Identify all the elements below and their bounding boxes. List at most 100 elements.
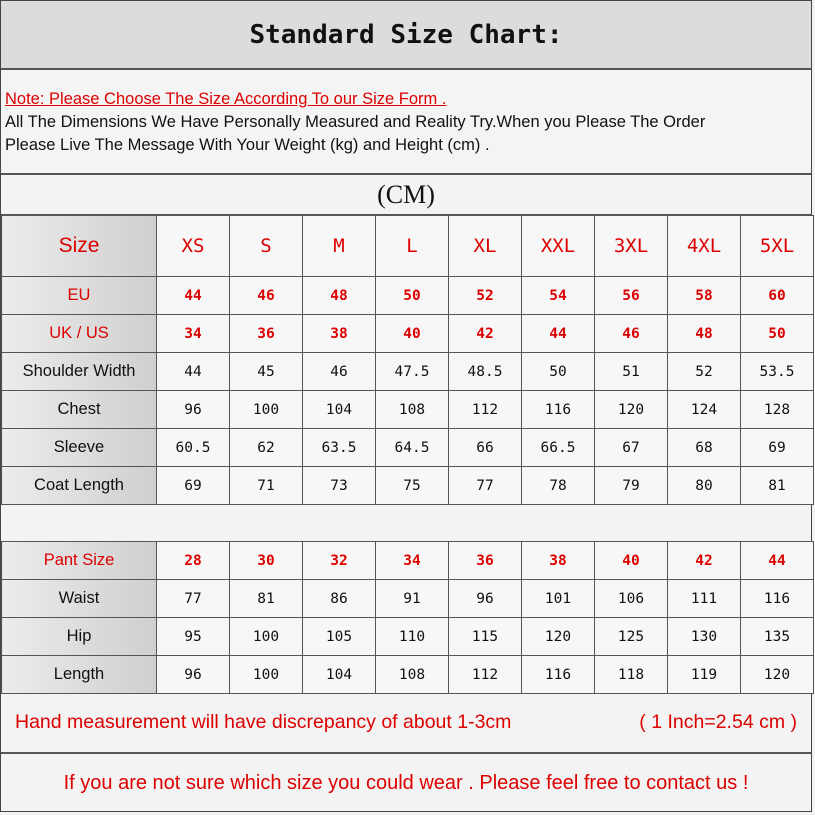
table-cell: 46 <box>229 276 303 315</box>
table-cell: 48.5 <box>448 352 522 391</box>
table-cell: 48 <box>667 314 741 353</box>
table-cell: 112 <box>448 655 522 694</box>
table-cell: 80 <box>667 466 741 505</box>
row-label: Sleeve <box>1 428 157 467</box>
table-cell: 66 <box>448 428 522 467</box>
table-cell: 50 <box>521 352 595 391</box>
table-cell: XL <box>448 215 522 277</box>
table-cell: 120 <box>521 617 595 656</box>
table-cell: 64.5 <box>375 428 449 467</box>
table-cell: M <box>302 215 376 277</box>
note-headline: Note: Please Choose The Size According T… <box>5 90 447 108</box>
table-cell: 96 <box>156 655 230 694</box>
table-cell: 108 <box>375 390 449 429</box>
table-cell: 60 <box>740 276 814 315</box>
table-cell: 77 <box>156 579 230 618</box>
table-cell: 54 <box>521 276 595 315</box>
table-cell: 106 <box>594 579 668 618</box>
table-header-row: Pant Size 28 30 32 34 36 38 40 42 44 <box>1 541 814 580</box>
row-label: UK / US <box>1 314 157 353</box>
measurement-notice: Hand measurement will have discrepancy o… <box>1 693 811 754</box>
table-cell: 115 <box>448 617 522 656</box>
table-cell: 44 <box>156 276 230 315</box>
table-cell: 68 <box>667 428 741 467</box>
table-row: Chest 96 100 104 108 112 116 120 124 128 <box>1 390 814 429</box>
table-cell: 34 <box>156 314 230 353</box>
row-label: Waist <box>1 579 157 618</box>
table-cell: 100 <box>229 390 303 429</box>
table-cell: 104 <box>302 390 376 429</box>
table-cell: 30 <box>229 541 303 580</box>
table-cell: S <box>229 215 303 277</box>
note-section: Note: Please Choose The Size According T… <box>1 70 811 175</box>
spacer-row <box>1 505 811 542</box>
table-cell: 52 <box>448 276 522 315</box>
table-cell: 50 <box>375 276 449 315</box>
table-cell: 81 <box>740 466 814 505</box>
table-cell: 5XL <box>740 215 814 277</box>
table-cell: 75 <box>375 466 449 505</box>
table-cell: 77 <box>448 466 522 505</box>
table-row: Coat Length 69 71 73 75 77 78 79 80 81 <box>1 466 814 505</box>
table-cell: 118 <box>594 655 668 694</box>
row-label: Coat Length <box>1 466 157 505</box>
table-cell: 56 <box>594 276 668 315</box>
table-cell: 116 <box>521 655 595 694</box>
table-cell: 46 <box>302 352 376 391</box>
table-cell: 4XL <box>667 215 741 277</box>
table-cell: 44 <box>521 314 595 353</box>
table-cell: 125 <box>594 617 668 656</box>
table-cell: 38 <box>302 314 376 353</box>
table-cell: 32 <box>302 541 376 580</box>
table-cell: 51 <box>594 352 668 391</box>
table-cell: 128 <box>740 390 814 429</box>
table-cell: 119 <box>667 655 741 694</box>
table-cell: 42 <box>667 541 741 580</box>
table-cell: 71 <box>229 466 303 505</box>
table-cell: 79 <box>594 466 668 505</box>
table-cell: 130 <box>667 617 741 656</box>
row-label: Length <box>1 655 157 694</box>
table-row: Waist 77 81 86 91 96 101 106 111 116 <box>1 579 814 618</box>
table-cell: 48 <box>302 276 376 315</box>
table-cell: 40 <box>594 541 668 580</box>
table-cell: 58 <box>667 276 741 315</box>
contact-footer: If you are not sure which size you could… <box>63 772 749 794</box>
table-cell: 60.5 <box>156 428 230 467</box>
table-cell: 38 <box>521 541 595 580</box>
row-label: EU <box>1 276 157 315</box>
unit-label: (CM) <box>1 175 811 216</box>
table-cell: 112 <box>448 390 522 429</box>
row-label: Chest <box>1 390 157 429</box>
table-cell: 124 <box>667 390 741 429</box>
table-row: Shoulder Width 44 45 46 47.5 48.5 50 51 52 53.5 <box>1 352 814 391</box>
table-cell: 91 <box>375 579 449 618</box>
table-cell: 111 <box>667 579 741 618</box>
table-cell: 100 <box>229 655 303 694</box>
table-cell: XS <box>156 215 230 277</box>
table-cell: 36 <box>229 314 303 353</box>
discrepancy-text: Hand measurement will have discrepancy o… <box>15 711 512 733</box>
table-cell: 46 <box>594 314 668 353</box>
conversion-text: ( 1 Inch=2.54 cm ) <box>639 711 797 733</box>
table-row: Length 96 100 104 108 112 116 118 119 120 <box>1 655 814 694</box>
row-label: Hip <box>1 617 157 656</box>
table-cell: 120 <box>594 390 668 429</box>
row-label: Pant Size <box>1 541 157 580</box>
table-cell: 53.5 <box>740 352 814 391</box>
table-cell: 110 <box>375 617 449 656</box>
row-label: Size <box>1 215 157 277</box>
top-size-table: Size XS S M L XL XXL 3XL 4XL 5XL EU 44 46 48 50 52 54 56 5… <box>1 215 814 505</box>
table-cell: 40 <box>375 314 449 353</box>
table-cell: 105 <box>302 617 376 656</box>
table-cell: 101 <box>521 579 595 618</box>
table-cell: 86 <box>302 579 376 618</box>
note-line-1: All The Dimensions We Have Personally Me… <box>5 113 706 131</box>
page-title: Standard Size Chart: <box>1 1 811 70</box>
table-cell: 96 <box>448 579 522 618</box>
table-cell: 62 <box>229 428 303 467</box>
table-cell: 47.5 <box>375 352 449 391</box>
table-cell: 135 <box>740 617 814 656</box>
table-row: EU 44 46 48 50 52 54 56 58 60 <box>1 276 814 315</box>
